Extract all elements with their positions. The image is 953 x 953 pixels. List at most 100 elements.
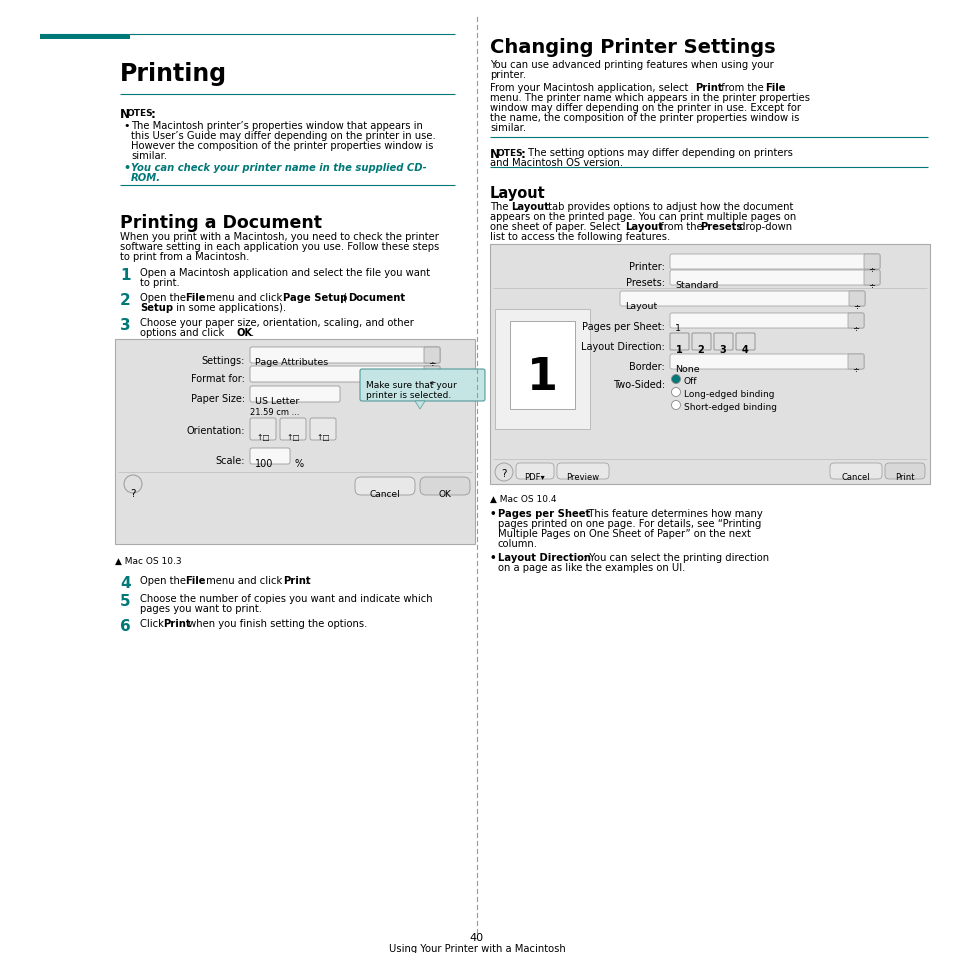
Text: drop-down: drop-down: [735, 222, 791, 232]
Text: •: •: [490, 553, 497, 562]
Text: ÷: ÷: [867, 281, 875, 290]
Text: %: %: [294, 458, 304, 469]
Text: •: •: [490, 509, 497, 518]
Text: Print: Print: [163, 618, 191, 628]
FancyBboxPatch shape: [847, 355, 863, 370]
FancyBboxPatch shape: [713, 334, 732, 351]
Text: Open the: Open the: [140, 293, 189, 303]
Text: The: The: [490, 202, 511, 212]
Text: Setup: Setup: [140, 303, 172, 313]
Text: software setting in each application you use. Follow these steps: software setting in each application you…: [120, 242, 438, 252]
Text: Long-edged binding: Long-edged binding: [683, 390, 774, 398]
Text: ÷: ÷: [428, 358, 436, 368]
Bar: [495, 310, 589, 430]
Text: 2: 2: [120, 293, 131, 308]
FancyBboxPatch shape: [619, 292, 864, 307]
Text: Make sure that your: Make sure that your: [366, 380, 456, 390]
Circle shape: [671, 388, 679, 397]
Text: You can use advanced printing features when using your: You can use advanced printing features w…: [490, 60, 773, 70]
Text: ▲ Mac OS 10.3: ▲ Mac OS 10.3: [115, 557, 181, 565]
Text: 1: 1: [675, 345, 681, 355]
Text: 2: 2: [697, 345, 703, 355]
Text: File: File: [764, 83, 784, 92]
Circle shape: [495, 463, 513, 481]
Text: this User’s Guide may differ depending on the printer in use.: this User’s Guide may differ depending o…: [131, 131, 436, 141]
Text: menu and click: menu and click: [203, 576, 285, 585]
FancyBboxPatch shape: [884, 463, 924, 479]
Text: 3: 3: [120, 317, 131, 333]
Text: window may differ depending on the printer in use. Except for: window may differ depending on the print…: [490, 103, 801, 112]
Text: Layout Direction:: Layout Direction:: [580, 341, 664, 352]
FancyBboxPatch shape: [250, 387, 339, 402]
Text: Settings:: Settings:: [201, 355, 245, 366]
Text: Layout: Layout: [624, 302, 657, 311]
FancyBboxPatch shape: [355, 477, 415, 496]
Text: The Macintosh printer’s properties window that appears in: The Macintosh printer’s properties windo…: [131, 121, 422, 131]
Text: ÷: ÷: [428, 377, 436, 387]
Text: 5: 5: [120, 594, 131, 608]
Text: ?: ?: [500, 469, 506, 478]
Text: ÷: ÷: [853, 302, 860, 311]
Text: Printing: Printing: [120, 62, 227, 86]
Text: Off: Off: [683, 376, 697, 386]
Text: •: •: [123, 121, 130, 131]
Text: Print: Print: [894, 473, 914, 481]
Text: :: :: [520, 148, 525, 161]
Text: : This feature determines how many: : This feature determines how many: [581, 509, 762, 518]
Text: ROM.: ROM.: [131, 172, 161, 183]
Text: ÷: ÷: [867, 265, 875, 274]
Text: on a page as like the examples on UI.: on a page as like the examples on UI.: [497, 562, 684, 573]
Text: OK: OK: [236, 328, 253, 337]
Text: Scale:: Scale:: [215, 456, 245, 465]
Text: Pages per Sheet:: Pages per Sheet:: [581, 322, 664, 332]
Text: :: :: [151, 108, 155, 121]
Text: 4: 4: [740, 345, 747, 355]
Circle shape: [671, 401, 679, 410]
Text: options and click: options and click: [140, 328, 227, 337]
Text: However the composition of the printer properties window is: However the composition of the printer p…: [131, 141, 433, 151]
FancyBboxPatch shape: [669, 254, 879, 270]
Bar: [510, 322, 575, 410]
Text: one sheet of paper. Select: one sheet of paper. Select: [490, 222, 623, 232]
Text: Presets: Presets: [700, 222, 741, 232]
Bar: [40, 35, 130, 40]
Text: You can check your printer name in the supplied CD-: You can check your printer name in the s…: [131, 163, 426, 172]
FancyBboxPatch shape: [669, 314, 863, 329]
Polygon shape: [415, 401, 424, 410]
Text: Presets:: Presets:: [625, 277, 664, 288]
Text: Layout: Layout: [511, 202, 548, 212]
Text: Orientation:: Orientation:: [186, 426, 245, 436]
FancyBboxPatch shape: [419, 477, 470, 496]
Text: OTES: OTES: [127, 110, 153, 118]
Text: (: (: [339, 293, 347, 303]
FancyBboxPatch shape: [863, 254, 879, 270]
Text: 100: 100: [254, 458, 274, 469]
FancyBboxPatch shape: [250, 348, 439, 364]
Text: •: •: [123, 163, 130, 172]
Text: US Letter: US Letter: [254, 396, 299, 406]
Text: Open the: Open the: [140, 576, 189, 585]
Text: From your Macintosh application, select: From your Macintosh application, select: [490, 83, 691, 92]
Text: Click: Click: [140, 618, 167, 628]
Text: Format for:: Format for:: [191, 374, 245, 384]
Text: Printing a Document: Printing a Document: [120, 213, 322, 232]
Text: The setting options may differ depending on printers: The setting options may differ depending…: [524, 148, 792, 158]
FancyBboxPatch shape: [310, 418, 335, 440]
Bar: [490, 245, 929, 484]
Text: ?: ?: [131, 489, 135, 498]
FancyBboxPatch shape: [250, 367, 439, 382]
Text: appears on the printed page. You can print multiple pages on: appears on the printed page. You can pri…: [490, 212, 796, 222]
Text: Border:: Border:: [629, 361, 664, 372]
Text: in some applications).: in some applications).: [172, 303, 286, 313]
Text: .: .: [305, 576, 308, 585]
FancyBboxPatch shape: [847, 314, 863, 329]
Text: : You can select the printing direction: : You can select the printing direction: [582, 553, 768, 562]
Text: When you print with a Macintosh, you need to check the printer: When you print with a Macintosh, you nee…: [120, 232, 438, 242]
Text: from the: from the: [657, 222, 705, 232]
Text: Page Setup: Page Setup: [283, 293, 347, 303]
Text: menu. The printer name which appears in the printer properties: menu. The printer name which appears in …: [490, 92, 809, 103]
Text: similar.: similar.: [490, 123, 525, 132]
Text: printer is selected.: printer is selected.: [366, 391, 451, 399]
FancyBboxPatch shape: [516, 463, 554, 479]
Text: 1: 1: [675, 324, 680, 333]
